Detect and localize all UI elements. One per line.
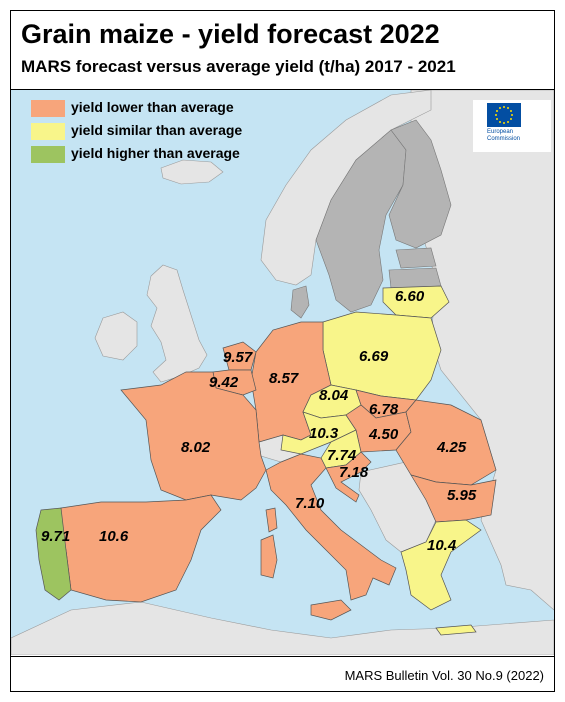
land-denmark bbox=[290, 285, 310, 319]
legend-swatch-similar bbox=[31, 123, 65, 140]
map-subtitle: MARS forecast versus average yield (t/ha… bbox=[21, 57, 456, 76]
map-frame: Grain maize - yield forecast 2022 MARS f… bbox=[10, 10, 555, 692]
land-uk bbox=[146, 264, 208, 383]
eu-logo-text: European Commission bbox=[487, 129, 520, 143]
region-croatia bbox=[325, 451, 372, 503]
region-sicily bbox=[310, 599, 352, 621]
value-lithuania: 6.60 bbox=[395, 288, 425, 305]
value-czechia: 8.04 bbox=[319, 387, 349, 404]
region-netherlands bbox=[222, 341, 257, 371]
value-slovakia: 6.78 bbox=[369, 401, 399, 418]
legend-label-higher: yield higher than average bbox=[71, 145, 240, 161]
land-sweden bbox=[315, 129, 407, 313]
region-greece-crete bbox=[435, 624, 477, 636]
region-portugal bbox=[35, 507, 72, 601]
legend-swatch-higher bbox=[31, 146, 65, 163]
value-italy: 7.10 bbox=[295, 495, 325, 512]
region-corsica bbox=[265, 507, 278, 533]
value-france: 8.02 bbox=[181, 439, 211, 456]
bulletin-reference: MARS Bulletin Vol. 30 No.9 (2022) bbox=[344, 668, 544, 683]
region-sardinia bbox=[260, 534, 278, 579]
value-austria: 10.3 bbox=[309, 425, 339, 442]
value-romania: 4.25 bbox=[437, 439, 467, 456]
region-france bbox=[120, 371, 267, 501]
title-block: Grain maize - yield forecast 2022 MARS f… bbox=[11, 11, 554, 90]
value-greece: 10.4 bbox=[427, 537, 457, 554]
region-bulgaria bbox=[410, 474, 497, 523]
map-area: yield lower than average yield similar t… bbox=[11, 90, 554, 655]
european-commission-logo: European Commission bbox=[473, 100, 551, 152]
land-north-africa bbox=[11, 601, 554, 655]
eu-flag-icon bbox=[487, 103, 521, 127]
value-slovenia: 7.74 bbox=[327, 447, 357, 464]
value-hungary: 4.50 bbox=[369, 426, 399, 443]
value-bulgaria: 5.95 bbox=[447, 487, 477, 504]
legend-label-similar: yield similar than average bbox=[71, 122, 243, 138]
value-poland: 6.69 bbox=[359, 348, 389, 365]
region-spain bbox=[58, 494, 222, 603]
legend-swatch-lower bbox=[31, 100, 65, 117]
land-latvia bbox=[388, 267, 442, 289]
map-canvas bbox=[11, 90, 554, 655]
land-ireland bbox=[94, 311, 138, 361]
eu-logo-line2: Commission bbox=[487, 136, 521, 142]
region-greece bbox=[400, 519, 482, 611]
value-spain: 10.6 bbox=[99, 528, 129, 545]
region-italy bbox=[265, 453, 397, 601]
value-netherlands: 9.57 bbox=[223, 349, 253, 366]
legend-label-lower: yield lower than average bbox=[71, 99, 234, 115]
value-portugal: 9.71 bbox=[41, 528, 71, 545]
footer: MARS Bulletin Vol. 30 No.9 (2022) bbox=[11, 656, 554, 691]
land-iceland bbox=[160, 159, 224, 185]
value-croatia: 7.18 bbox=[339, 464, 369, 481]
eu-logo-line1: European bbox=[487, 129, 514, 135]
value-germany: 8.57 bbox=[269, 370, 299, 387]
map-title: Grain maize - yield forecast 2022 bbox=[21, 19, 440, 49]
value-belgium: 9.42 bbox=[209, 374, 239, 391]
land-estonia bbox=[395, 247, 437, 269]
land-finland bbox=[388, 119, 452, 249]
